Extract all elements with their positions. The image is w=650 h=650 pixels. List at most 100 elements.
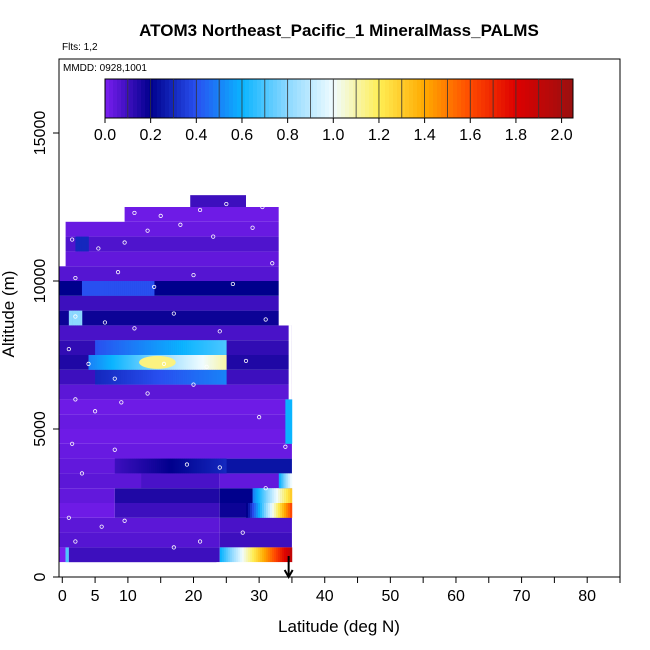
heatmap-feature-cell [130, 281, 133, 296]
heatmap-feature-cell [128, 281, 131, 296]
heatmap-feature-cell [259, 547, 263, 563]
heatmap-cell [65, 236, 279, 252]
heatmap-feature-cell [259, 503, 263, 518]
colorbar-cell [505, 79, 510, 118]
colorbar-cell [309, 79, 314, 118]
heatmap-feature-cell [100, 355, 103, 370]
colorbar-cell [389, 79, 394, 118]
heatmap-empty [59, 221, 66, 267]
heatmap-highlight [139, 355, 176, 369]
heatmap-feature-cell [114, 340, 118, 355]
heatmap-feature-cell [210, 340, 213, 355]
heatmap-feature-cell [288, 399, 291, 444]
colorbar-cell [329, 79, 334, 118]
colorbar-cell [253, 79, 258, 118]
heatmap-feature-cell [287, 488, 291, 503]
heatmap-feature-cell [120, 355, 123, 370]
heatmap-cell [219, 488, 260, 503]
heatmap-feature-cell [224, 355, 227, 370]
heatmap-feature-cell [200, 340, 203, 355]
colorbar-cell [537, 79, 542, 118]
heatmap-cell [65, 251, 279, 267]
colorbar-cell [157, 79, 162, 118]
colorbar-cell [237, 79, 242, 118]
heatmap-feature-cell [170, 369, 173, 385]
heatmap-feature-cell [224, 340, 227, 355]
heatmap-feature-cell [218, 369, 221, 385]
heatmap-feature-cell [279, 503, 283, 518]
heatmap-feature-cell [140, 369, 144, 385]
heatmap-cell [190, 195, 246, 207]
heatmap-feature-cell [192, 369, 195, 385]
colorbar-cell [361, 79, 366, 118]
heatmap-feature-cell [124, 355, 127, 370]
heatmap-feature-cell [222, 369, 225, 385]
heatmap-feature-cell [200, 458, 203, 474]
heatmap-feature-cell [84, 236, 87, 252]
heatmap-cell [59, 517, 220, 533]
heatmap-feature-cell [182, 340, 185, 355]
heatmap-feature-cell [140, 340, 144, 355]
heatmap-feature-cell [194, 369, 197, 385]
sample-point [263, 317, 268, 322]
heatmap-feature-cell [275, 547, 279, 563]
sample-point [270, 261, 275, 266]
heatmap-feature-cell [224, 369, 227, 385]
heatmap-feature-cell [180, 355, 183, 370]
heatmap-feature-cell [116, 281, 119, 296]
heatmap-feature-cell [245, 547, 249, 563]
sample-point [115, 270, 121, 275]
heatmap-feature-cell [227, 547, 231, 563]
heatmap-feature-cell [260, 488, 263, 503]
colorbar-cell [449, 79, 454, 118]
y-tick-label: 10000 [32, 259, 49, 304]
heatmap-feature-cell [277, 503, 281, 518]
sample-point [168, 568, 173, 574]
x-tick-label: 70 [513, 588, 531, 605]
sample-point [217, 465, 222, 470]
colorbar-cell [541, 79, 546, 118]
heatmap-feature-cell [158, 340, 162, 355]
heatmap-feature-cell [271, 547, 275, 563]
sample-point [73, 275, 78, 281]
heatmap-feature-cell [87, 281, 91, 296]
sample-point [184, 462, 190, 467]
heatmap-feature-cell [210, 458, 213, 474]
heatmap-feature-cell [267, 503, 271, 518]
colorbar-cell [289, 79, 294, 118]
colorbar-tick-label: 0.6 [231, 127, 253, 144]
colorbar-cell [441, 79, 446, 118]
heatmap-feature-cell [202, 340, 205, 355]
sample-point [197, 539, 203, 544]
heatmap-feature-cell [95, 281, 99, 296]
colorbar-cell [129, 79, 134, 118]
heatmap-feature-cell [277, 547, 281, 563]
heatmap-feature-cell [192, 355, 195, 370]
colorbar-cell [469, 79, 474, 118]
heatmap-feature-cell [134, 458, 137, 474]
heatmap-feature-cell [109, 369, 112, 385]
heatmap-feature-cell [112, 340, 116, 355]
heatmap-feature-cell [208, 355, 211, 370]
heatmap-feature-cell [212, 340, 215, 355]
heatmap-cell [59, 429, 292, 444]
sample-point [152, 284, 157, 290]
sample-point [99, 524, 104, 529]
sample-point [70, 237, 75, 242]
heatmap-feature-cell [287, 547, 291, 563]
heatmap-feature-cell [89, 281, 93, 296]
colorbar-cell [293, 79, 298, 118]
heatmap-feature-cell [263, 503, 267, 518]
sample-point [152, 568, 157, 574]
heatmap-feature-cell [95, 369, 98, 385]
heatmap-feature-cell [120, 458, 124, 474]
heatmap-feature-cell [194, 340, 197, 355]
heatmap-feature-cell [251, 503, 255, 518]
heatmap-feature-cell [156, 458, 159, 474]
heatmap-feature-cell [253, 547, 257, 563]
heatmap-feature-cell [200, 369, 203, 385]
heatmap-feature-cell [104, 355, 107, 370]
colorbar-cell [349, 79, 354, 118]
heatmap-feature-cell [134, 355, 137, 370]
heatmap-feature-cell [192, 340, 195, 355]
